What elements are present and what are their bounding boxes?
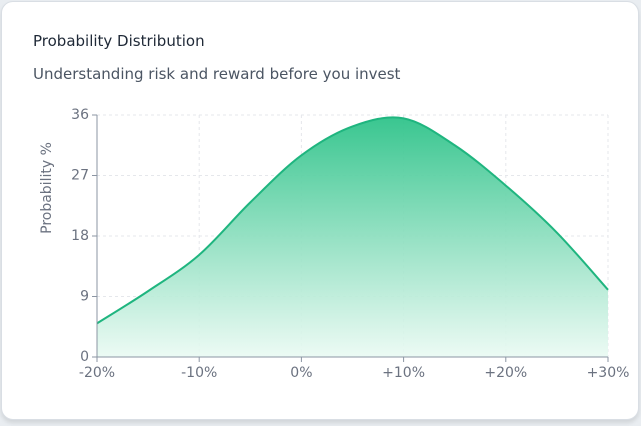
y-tick-labels: 0 9 18 27 36 (71, 107, 89, 365)
x-tick-label: +20% (484, 365, 527, 381)
x-tick-labels: -20% -10% 0% +10% +20% +30% (79, 365, 630, 381)
area-fill (97, 117, 608, 358)
y-tick-label: 0 (80, 349, 89, 365)
y-tick-label: 18 (71, 228, 89, 244)
y-tick-label: 36 (71, 107, 89, 123)
x-tick-label: +10% (382, 365, 425, 381)
x-tick-label: 0% (290, 365, 312, 381)
x-tick-label: -10% (181, 365, 217, 381)
card-subtitle: Understanding risk and reward before you… (33, 65, 401, 83)
y-tick-label: 27 (71, 168, 89, 184)
y-tick-label: 9 (80, 289, 89, 305)
axes (92, 114, 609, 362)
card-title: Probability Distribution (33, 32, 205, 50)
x-tick-label: +30% (587, 365, 630, 381)
series-line (96, 116, 609, 325)
x-tick-label: -20% (79, 365, 115, 381)
y-axis-label: Probability % (39, 142, 55, 234)
